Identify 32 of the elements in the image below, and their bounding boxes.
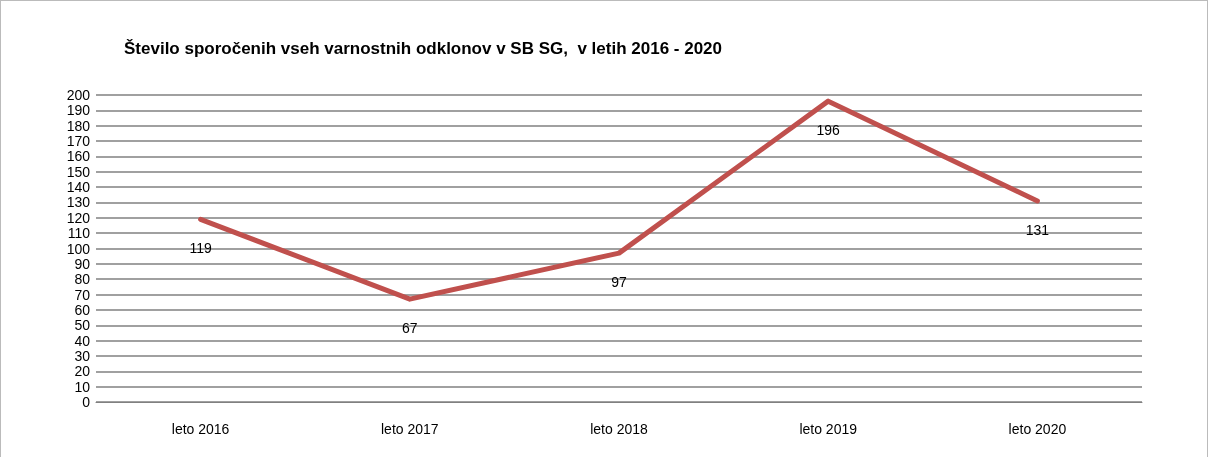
y-tick-label: 70	[74, 286, 91, 303]
y-tick-label: 170	[66, 133, 91, 150]
y-tick-label: 10	[74, 378, 91, 395]
x-tick-label: leto 2019	[799, 421, 858, 437]
y-tick-label: 30	[74, 347, 91, 364]
y-tick-label: 0	[82, 394, 91, 410]
y-tick-label: 120	[66, 209, 91, 226]
y-tick-label: 130	[66, 194, 91, 211]
y-tick-label: 150	[66, 163, 91, 180]
x-tick-label: leto 2018	[590, 421, 649, 437]
y-tick-label: 50	[74, 317, 91, 334]
data-label: 67	[402, 320, 418, 337]
y-tick-label: 110	[67, 225, 91, 242]
y-tick-label: 80	[74, 271, 91, 288]
y-tick-label: 160	[66, 148, 91, 165]
y-tick-label: 140	[66, 179, 91, 196]
data-label: 97	[611, 274, 627, 291]
y-tick-label: 60	[74, 301, 91, 318]
x-tick-label: leto 2016	[171, 421, 230, 437]
y-tick-label: 40	[74, 332, 91, 349]
x-tick-label: leto 2017	[381, 421, 439, 437]
data-label: 131	[1025, 221, 1050, 238]
y-tick-label: 190	[66, 102, 91, 119]
y-tick-label: 180	[66, 117, 91, 134]
chart-title: Število sporočenih vseh varnostnih odklonov v SB SG, v letih 2016 - 2020	[124, 39, 723, 58]
data-label: 119	[189, 240, 212, 257]
y-tick-label: 90	[74, 255, 91, 272]
y-tick-label: 200	[66, 87, 91, 103]
y-tick-label: 100	[66, 240, 91, 257]
data-label: 196	[816, 122, 841, 139]
y-tick-label: 20	[74, 363, 91, 380]
x-tick-label: leto 2020	[1008, 421, 1067, 437]
